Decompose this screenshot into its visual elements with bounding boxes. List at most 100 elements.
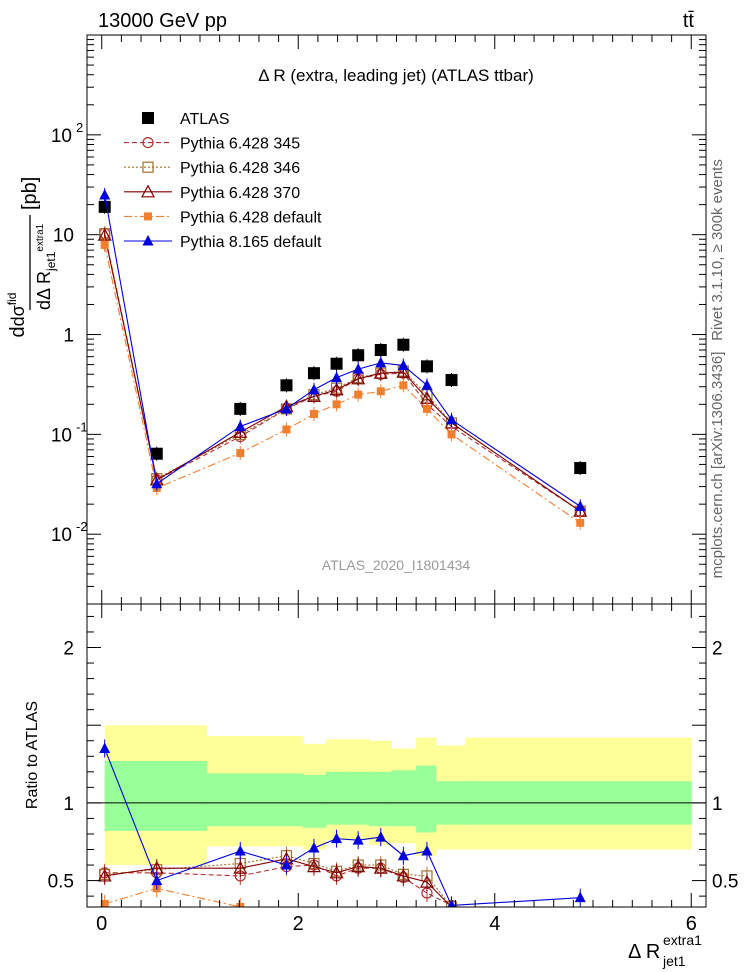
band-green <box>391 770 417 827</box>
data-point <box>233 425 248 438</box>
y-tick-label-exponent: -2 <box>76 519 88 534</box>
legend-label: Pythia 6.428 370 <box>180 185 300 202</box>
ratio-point <box>151 874 163 886</box>
data-point <box>576 518 585 527</box>
data-point <box>574 500 586 511</box>
data-point <box>329 382 344 396</box>
data-point <box>280 402 292 414</box>
ratio-point <box>100 899 109 907</box>
ratio-y-tick-label: 1 <box>63 794 74 815</box>
ratio-y-ticks: 0.5 0.5 1 1 2 2 <box>48 615 738 897</box>
x-ticks: 0 2 4 6 <box>96 35 697 935</box>
legend-label: ATLAS <box>180 111 230 128</box>
data-point <box>445 374 458 387</box>
legend-marker <box>144 212 152 221</box>
data-point <box>236 449 245 458</box>
legend-label: Pythia 6.428 346 <box>180 160 300 177</box>
band-green <box>303 774 327 828</box>
x-tick-label: 0 <box>96 913 107 935</box>
ratio-point <box>375 831 387 842</box>
y-tick-label-exponent: -1 <box>76 419 88 434</box>
band-green <box>347 771 370 825</box>
process-label: tt̄ <box>683 10 695 32</box>
data-point <box>422 404 431 413</box>
y-tick-label: 10 <box>51 126 72 147</box>
data-point <box>332 400 341 409</box>
ratio-point <box>352 834 364 845</box>
ratio-y-tick-label: 2 <box>63 639 74 660</box>
uncertainty-bands <box>104 725 692 866</box>
legend-label: Pythia 6.428 default <box>180 209 322 226</box>
ratio-point <box>447 899 456 907</box>
svg-text:[pb]: [pb] <box>19 177 41 210</box>
y-tick-label: 10 <box>51 425 72 446</box>
svg-text:ddσfid: ddσfid <box>5 293 29 338</box>
plot-title: Δ R (extra, leading jet) (ATLAS ttbar) <box>258 66 534 85</box>
series-line <box>104 235 581 512</box>
data-point <box>308 383 320 395</box>
main-plot-panel: Δ R (extra, leading jet) (ATLAS ttbar) A… <box>5 34 707 605</box>
x-tick-label: 2 <box>293 913 304 935</box>
ratio-point <box>351 859 366 873</box>
x-axis-label: Δ R extra1 jet1 <box>628 932 702 969</box>
data-point <box>307 367 320 380</box>
data-point <box>397 359 409 370</box>
band-green <box>156 760 208 831</box>
ratio-point <box>329 865 344 879</box>
ratio-point <box>574 891 586 903</box>
ratio-point <box>234 845 246 856</box>
ratio-point <box>419 874 434 888</box>
main-y-ticks: 10 -2 10 -1 1 10 10 2 <box>51 39 706 605</box>
ratio-y-axis-label: Ratio to ATLAS <box>24 701 41 809</box>
energy-label: 13000 GeV pp <box>98 10 227 32</box>
ratio-y-tick-label: 0.5 <box>48 872 74 893</box>
legend-marker <box>142 235 154 246</box>
series-line <box>104 194 581 507</box>
ratio-line <box>104 855 452 907</box>
data-point <box>150 447 163 460</box>
band-green <box>104 760 158 831</box>
data-point <box>99 188 111 200</box>
data-point <box>282 425 291 434</box>
band-green <box>416 765 437 833</box>
data-point <box>234 402 247 415</box>
x-axis-label-sub: jet1 <box>662 953 686 969</box>
data-point <box>447 430 456 439</box>
data-point <box>373 365 388 379</box>
band-green <box>286 773 304 827</box>
ratio-point <box>331 832 343 844</box>
legend-label: Pythia 8.165 default <box>180 234 322 251</box>
data-point <box>399 381 408 390</box>
data-point <box>354 390 363 399</box>
mcplots-label: mcplots.cern.ch [arXiv:1306.3436] <box>709 352 726 579</box>
data-point <box>330 357 343 370</box>
legend-label: Pythia 6.428 345 <box>180 136 300 153</box>
main-y-axis-label: ddσfid dΔ Rjet1extra1 [pb] <box>5 177 58 338</box>
data-point <box>352 363 364 374</box>
data-point <box>376 387 385 396</box>
ratio-point <box>421 845 433 856</box>
main-series-layer <box>97 187 588 530</box>
data-point <box>397 338 410 351</box>
legend: ATLAS Pythia 6.428 345 Pythia 6.428 346 Pyt… <box>124 111 322 251</box>
band-green <box>206 773 287 827</box>
data-point <box>351 371 366 385</box>
ratio-point <box>233 860 248 874</box>
ratio-point <box>97 868 112 882</box>
data-point <box>375 356 387 368</box>
band-green <box>325 771 348 825</box>
ratio-point <box>373 860 388 874</box>
y-tick-label-exponent: 2 <box>76 120 83 135</box>
ratio-point <box>308 841 320 853</box>
ratio-point <box>396 868 411 882</box>
data-point <box>374 343 387 356</box>
x-tick-label: 6 <box>686 913 697 935</box>
data-point <box>421 379 433 390</box>
legend-marker <box>142 112 154 124</box>
y-tick-label: 10 <box>51 525 72 546</box>
y-tick-label: 1 <box>63 326 74 347</box>
x-axis-label-sup: extra1 <box>663 932 702 948</box>
data-point <box>309 409 318 418</box>
ratio-point <box>99 742 111 754</box>
